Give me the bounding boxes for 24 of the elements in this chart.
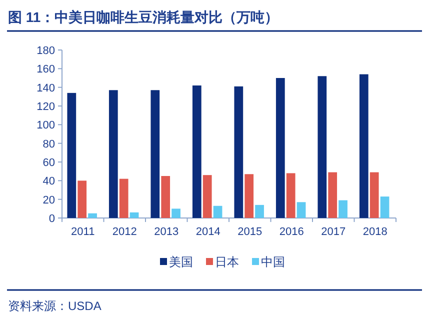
x-tick-label: 2015 (238, 226, 262, 238)
y-tick-label: 140 (36, 82, 55, 94)
y-tick-label: 20 (42, 194, 55, 206)
x-tick-label: 2018 (362, 226, 388, 238)
x-tick-label: 2013 (154, 226, 179, 238)
x-tick-label: 2011 (71, 226, 95, 238)
legend-label: 美国 (169, 255, 193, 269)
legend-label: 日本 (215, 255, 239, 269)
y-tick-label: 160 (36, 64, 55, 76)
y-tick-label: 60 (42, 157, 55, 169)
x-tick-label: 2016 (279, 226, 304, 238)
y-tick-label: 180 (36, 45, 55, 57)
y-tick-label: 40 (42, 176, 55, 188)
x-tick-label: 2014 (196, 226, 220, 238)
y-tick-label: 120 (36, 101, 55, 113)
y-tick-label: 0 (48, 213, 55, 225)
plot: 0 20 40 60 80 100 120 140 160 180 2011 2012 2013 2014 2015 2016 2017 2018 (36, 45, 396, 238)
title: 图 11：中美日咖啡生豆消耗量对比（万吨） (8, 9, 279, 25)
x-tick-label: 2017 (321, 226, 346, 238)
y-tick-label: 100 (36, 120, 55, 132)
y-tick-label: 80 (42, 138, 55, 150)
x-tick-label: 2012 (112, 226, 137, 238)
source: 资料来源：USDA (8, 299, 102, 313)
legend-label: 中国 (261, 255, 285, 269)
